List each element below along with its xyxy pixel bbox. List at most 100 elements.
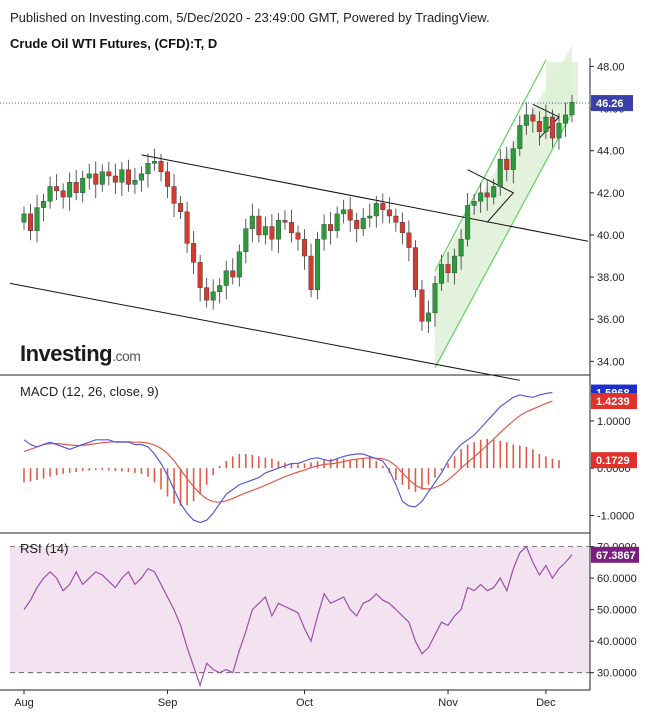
candle-body [145,163,151,175]
candle-body [125,169,131,185]
histogram-value-tag-label: 0.1729 [596,455,630,467]
published-caption: Published on Investing.com, 5/Dec/2020 -… [10,10,490,25]
channel-extension [545,62,578,105]
candle-body [367,215,373,219]
candle-body [399,222,405,234]
macd-tick-label: 1.0000 [597,416,631,428]
chart-title: Crude Oil WTI Futures, (CFD):T, D [10,36,218,51]
candle-body [112,175,118,183]
candle-body [491,186,497,198]
candle-body [288,222,294,234]
candle-body [106,171,112,177]
last-price-label: 46.26 [596,98,624,110]
rsi-tick-label: 50.0000 [597,605,637,617]
candle-body [452,255,458,274]
candle-body [184,211,190,244]
candle-body [543,116,549,132]
investing-logo: Investing.com [20,341,141,367]
candle-body [256,215,262,236]
candle-body [445,264,451,274]
candle-body [471,201,477,206]
rsi-title: RSI (14) [20,541,68,556]
candle-body [151,161,157,164]
signal-value-tag-label: 1.4239 [596,396,630,408]
x-tick-label: Aug [14,697,34,709]
candle-body [510,148,516,170]
candle-body [536,120,542,132]
candle-body [425,312,431,322]
candle-body [484,192,490,198]
candle-body [412,247,418,290]
axes: 48.0046.0044.0042.0040.0038.0036.0034.00… [0,58,639,709]
candle-body [197,262,203,288]
candle-body [99,171,105,185]
candle-body [517,125,523,149]
last-price-box [591,95,633,112]
candle-body [347,209,353,221]
rising-channel-upper [434,59,547,272]
candle-body [432,283,438,314]
x-tick-label: Nov [438,697,458,709]
rsi-pane [10,545,590,688]
signal-value-tag [591,393,637,410]
candle-body [393,215,399,223]
candle-body [275,220,281,240]
price-tick-label: 36.00 [597,314,625,326]
rsi-band [10,546,590,673]
macd-pane [23,391,560,524]
candle-body [373,203,379,217]
price-tick-label: 48.00 [597,61,625,73]
candle-body [269,226,275,240]
macd-tick-label: -1.0000 [597,510,634,522]
candle-body [60,190,66,198]
candle-body [523,114,529,126]
x-tick-label: Dec [536,697,556,709]
macd-title: MACD (12, 26, close, 9) [20,384,159,399]
price-tick-label: 44.00 [597,146,625,158]
candle-body [497,158,503,187]
candle-body [93,173,99,185]
candle-body [562,114,568,124]
descending-channel-upper [141,154,589,242]
candle-body [328,224,334,231]
logo-brand: Investing [20,341,113,366]
candle-body [210,291,216,301]
candle-body [54,186,60,191]
signal-line [23,400,553,503]
price-tick-label: 38.00 [597,272,625,284]
candle-body [165,171,171,187]
candle-body [80,177,86,194]
candle-body [295,232,301,240]
histogram-value-tag [591,452,637,469]
candle-body [191,243,197,263]
x-tick-label: Oct [296,697,313,709]
x-tick-label: Sep [158,697,178,709]
candle-body [341,209,347,215]
descending-channel-lower [9,282,520,381]
candle-body [119,169,125,183]
rsi-tick-label: 30.0000 [597,668,637,680]
candle-body [178,203,184,212]
logo-suffix: .com [112,348,141,364]
candle-body [47,186,53,202]
candle-body [354,220,360,229]
pennant-1 [467,169,515,223]
candle-body [28,213,34,231]
candle-body [308,255,314,290]
candle-body [73,182,79,194]
candle-body [171,186,177,204]
candle-body [380,203,386,210]
rising-channel-lower [434,112,573,368]
candle-body [321,224,327,240]
candle-body [478,192,484,202]
candle-body [158,161,164,172]
candle-body [549,116,555,139]
candle-body [262,226,268,236]
candle-body [67,182,73,198]
candle-body [386,209,392,217]
candle-body [34,207,40,231]
candle-body [465,205,471,240]
candle-body [204,287,210,301]
